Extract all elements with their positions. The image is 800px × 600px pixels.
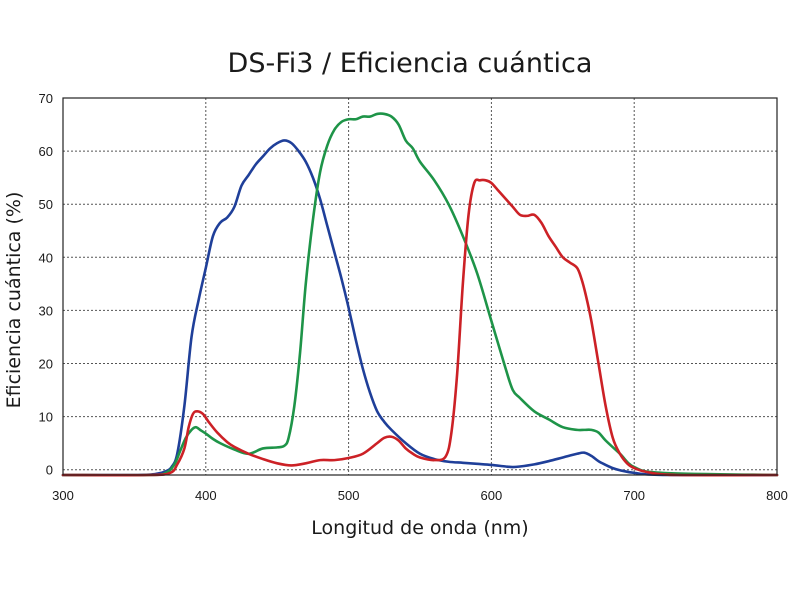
y-axis-ticks: 0 10 20 30 40 50 60 70: [39, 91, 53, 478]
x-tick-label: 300: [52, 488, 74, 503]
series-line-2: [61, 112, 779, 477]
y-tick-label: 70: [39, 91, 53, 106]
y-tick-label: 10: [39, 410, 53, 425]
y-axis-label: Eficiencia cuántica (%): [3, 192, 25, 409]
x-tick-label: 700: [623, 488, 645, 503]
y-tick-label: 40: [39, 250, 53, 265]
y-tick-label: 30: [39, 303, 53, 318]
plot-frame: [62, 97, 778, 476]
x-axis-label: Longitud de onda (nm): [311, 517, 528, 539]
x-axis-ticks: 300 400 500 600 700 800: [52, 488, 788, 503]
chart-title: DS-Fi3 / Eficiencia cuántica: [228, 48, 593, 79]
x-tick-label: 500: [338, 488, 360, 503]
x-tick-label: 600: [481, 488, 503, 503]
series-line-1: [61, 139, 779, 477]
y-tick-label: 0: [46, 463, 53, 478]
x-tick-label: 800: [766, 488, 788, 503]
series-line-3: [61, 178, 779, 477]
x-tick-label: 400: [195, 488, 217, 503]
series-layer: [61, 112, 779, 477]
grid: [63, 98, 777, 475]
y-tick-label: 60: [39, 144, 53, 159]
y-tick-label: 50: [39, 197, 53, 212]
y-tick-label: 20: [39, 356, 53, 371]
